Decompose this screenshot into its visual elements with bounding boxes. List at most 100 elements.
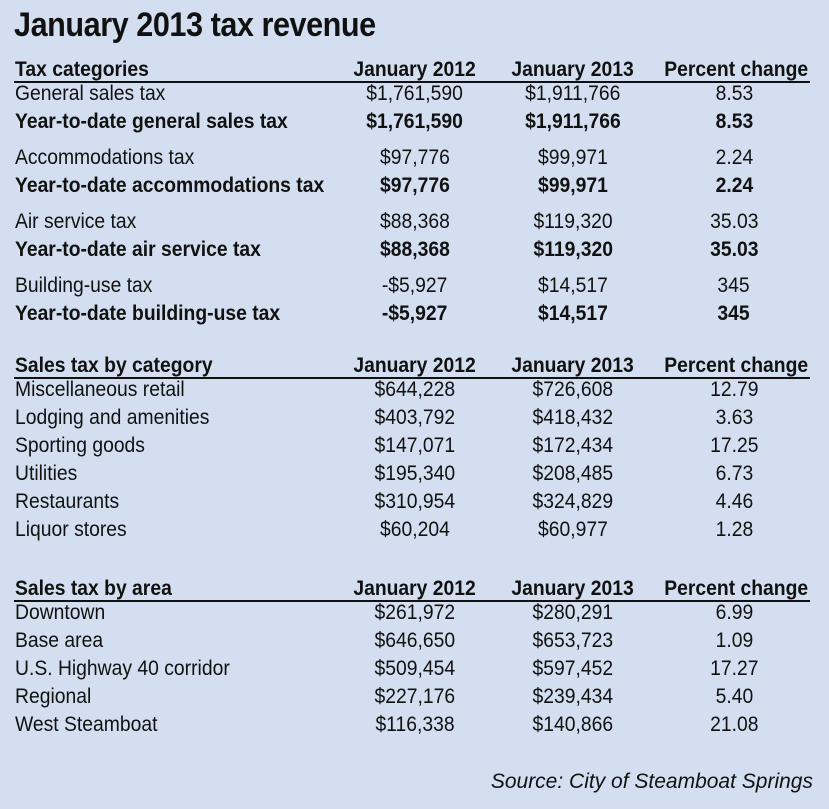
table-row: Regional $227,176 $239,434 5.40 <box>0 685 829 713</box>
column-header-percent-change: Percent change <box>664 354 809 377</box>
row-label: Accommodations tax <box>15 146 195 169</box>
row-label: Year-to-date air service tax <box>15 238 261 261</box>
value-percent-change: 17.25 <box>709 434 759 457</box>
row-label: U.S. Highway 40 corridor <box>15 657 230 680</box>
value-jan2012: $509,454 <box>374 657 456 680</box>
value-percent-change: 8.53 <box>715 110 753 133</box>
row-label: Base area <box>15 629 104 652</box>
value-jan2012: -$5,927 <box>382 302 448 325</box>
value-jan2013: $726,608 <box>532 378 614 401</box>
value-jan2013: $14,517 <box>538 274 608 297</box>
value-jan2012: $227,176 <box>374 685 456 708</box>
value-jan2013: $1,911,766 <box>525 110 621 133</box>
table-row: Miscellaneous retail $644,228 $726,608 12.7… <box>0 378 829 406</box>
value-percent-change: 17.27 <box>709 657 759 680</box>
sales-tax-by-area-table: Sales tax by area January 2012 January 201… <box>0 577 829 741</box>
table-row: Year-to-date air service tax $88,368 $119,… <box>0 238 829 268</box>
row-label: Sporting goods <box>15 434 145 457</box>
value-jan2012: $644,228 <box>374 378 456 401</box>
value-jan2013: $60,977 <box>538 518 608 541</box>
value-jan2013: $597,452 <box>532 657 614 680</box>
row-label: Year-to-date building-use tax <box>15 302 281 325</box>
row-label: Miscellaneous retail <box>15 378 185 401</box>
table-row: Year-to-date general sales tax $1,761,590… <box>0 110 829 140</box>
value-jan2012: $60,204 <box>380 518 450 541</box>
header-rule <box>14 600 810 602</box>
tax-categories-table: Tax categories January 2012 January 2013 Pe… <box>0 58 829 332</box>
value-percent-change: 5.40 <box>715 685 753 708</box>
table-row: Lodging and amenities $403,792 $418,432 3.6… <box>0 406 829 434</box>
value-jan2013: $99,971 <box>538 174 608 197</box>
value-jan2012: $310,954 <box>374 490 456 513</box>
table-row: Accommodations tax $97,776 $99,971 2.24 <box>0 146 829 174</box>
row-label: Regional <box>15 685 92 708</box>
value-percent-change: 2.24 <box>715 174 753 197</box>
value-percent-change: 6.73 <box>715 462 753 485</box>
sales-tax-by-category-table: Sales tax by category January 2012 January… <box>0 354 829 546</box>
value-percent-change: 6.99 <box>715 601 753 624</box>
value-jan2013: $99,971 <box>538 146 608 169</box>
row-label: Year-to-date accommodations tax <box>15 174 325 197</box>
column-header-label: Sales tax by area <box>15 577 172 600</box>
value-percent-change: 4.46 <box>715 490 753 513</box>
value-jan2013: $324,829 <box>532 490 614 513</box>
column-header-label: Sales tax by category <box>15 354 213 377</box>
value-jan2012: $97,776 <box>380 174 450 197</box>
row-label: West Steamboat <box>15 713 158 736</box>
table-row: Building-use tax -$5,927 $14,517 345 <box>0 274 829 302</box>
value-percent-change: 8.53 <box>715 82 753 105</box>
table-row: General sales tax $1,761,590 $1,911,766 8.5… <box>0 82 829 110</box>
table-row: West Steamboat $116,338 $140,866 21.08 <box>0 713 829 741</box>
row-label: Air service tax <box>15 210 137 233</box>
row-label: Restaurants <box>15 490 120 513</box>
column-header-jan2013: January 2013 <box>511 577 635 600</box>
tax-categories-header-row: Tax categories January 2012 January 2013 Pe… <box>0 58 829 82</box>
value-percent-change: 345 <box>717 274 751 297</box>
value-jan2012: $403,792 <box>374 406 456 429</box>
column-header-jan2012: January 2012 <box>353 58 477 81</box>
value-jan2013: $239,434 <box>532 685 614 708</box>
column-header-jan2012: January 2012 <box>353 354 477 377</box>
sales-tax-by-category-header-row: Sales tax by category January 2012 January… <box>0 354 829 378</box>
value-percent-change: 21.08 <box>709 713 759 736</box>
header-rule <box>14 81 810 83</box>
value-percent-change: 1.28 <box>715 518 753 541</box>
row-label: General sales tax <box>15 82 166 105</box>
value-jan2013: $172,434 <box>532 434 614 457</box>
value-jan2012: $1,761,590 <box>366 110 464 133</box>
row-label: Building-use tax <box>15 274 153 297</box>
column-header-label: Tax categories <box>15 58 149 81</box>
value-percent-change: 2.24 <box>715 146 753 169</box>
value-percent-change: 35.03 <box>709 238 759 261</box>
column-header-percent-change: Percent change <box>664 58 809 81</box>
column-header-jan2013: January 2013 <box>511 354 635 377</box>
table-row: Liquor stores $60,204 $60,977 1.28 <box>0 518 829 546</box>
value-jan2013: $280,291 <box>532 601 614 624</box>
value-jan2012: $195,340 <box>374 462 456 485</box>
value-jan2013: $119,320 <box>533 238 613 261</box>
source-note: Source: City of Steamboat Springs <box>490 770 813 793</box>
value-jan2013: $119,320 <box>533 210 613 233</box>
value-jan2012: $97,776 <box>380 146 450 169</box>
value-jan2013: $208,485 <box>532 462 614 485</box>
sales-tax-by-area-header-row: Sales tax by area January 2012 January 201… <box>0 577 829 601</box>
value-percent-change: 1.09 <box>715 629 753 652</box>
row-label: Downtown <box>15 601 106 624</box>
value-percent-change: 3.63 <box>715 406 753 429</box>
header-rule <box>14 377 810 379</box>
table-row: Year-to-date accommodations tax $97,776 $9… <box>0 174 829 204</box>
table-row: Air service tax $88,368 $119,320 35.03 <box>0 210 829 238</box>
value-jan2012: $147,071 <box>374 434 456 457</box>
value-jan2012: $261,972 <box>374 601 456 624</box>
value-jan2013: $14,517 <box>538 302 608 325</box>
value-jan2012: -$5,927 <box>382 274 448 297</box>
column-header-percent-change: Percent change <box>664 577 809 600</box>
row-label: Lodging and amenities <box>15 406 210 429</box>
value-jan2013: $1,911,766 <box>525 82 621 105</box>
row-label: Liquor stores <box>15 518 127 541</box>
value-jan2012: $646,650 <box>374 629 456 652</box>
row-label: Utilities <box>15 462 78 485</box>
chart-title: January 2013 tax revenue <box>14 6 376 44</box>
table-row: Utilities $195,340 $208,485 6.73 <box>0 462 829 490</box>
value-jan2013: $140,866 <box>532 713 614 736</box>
